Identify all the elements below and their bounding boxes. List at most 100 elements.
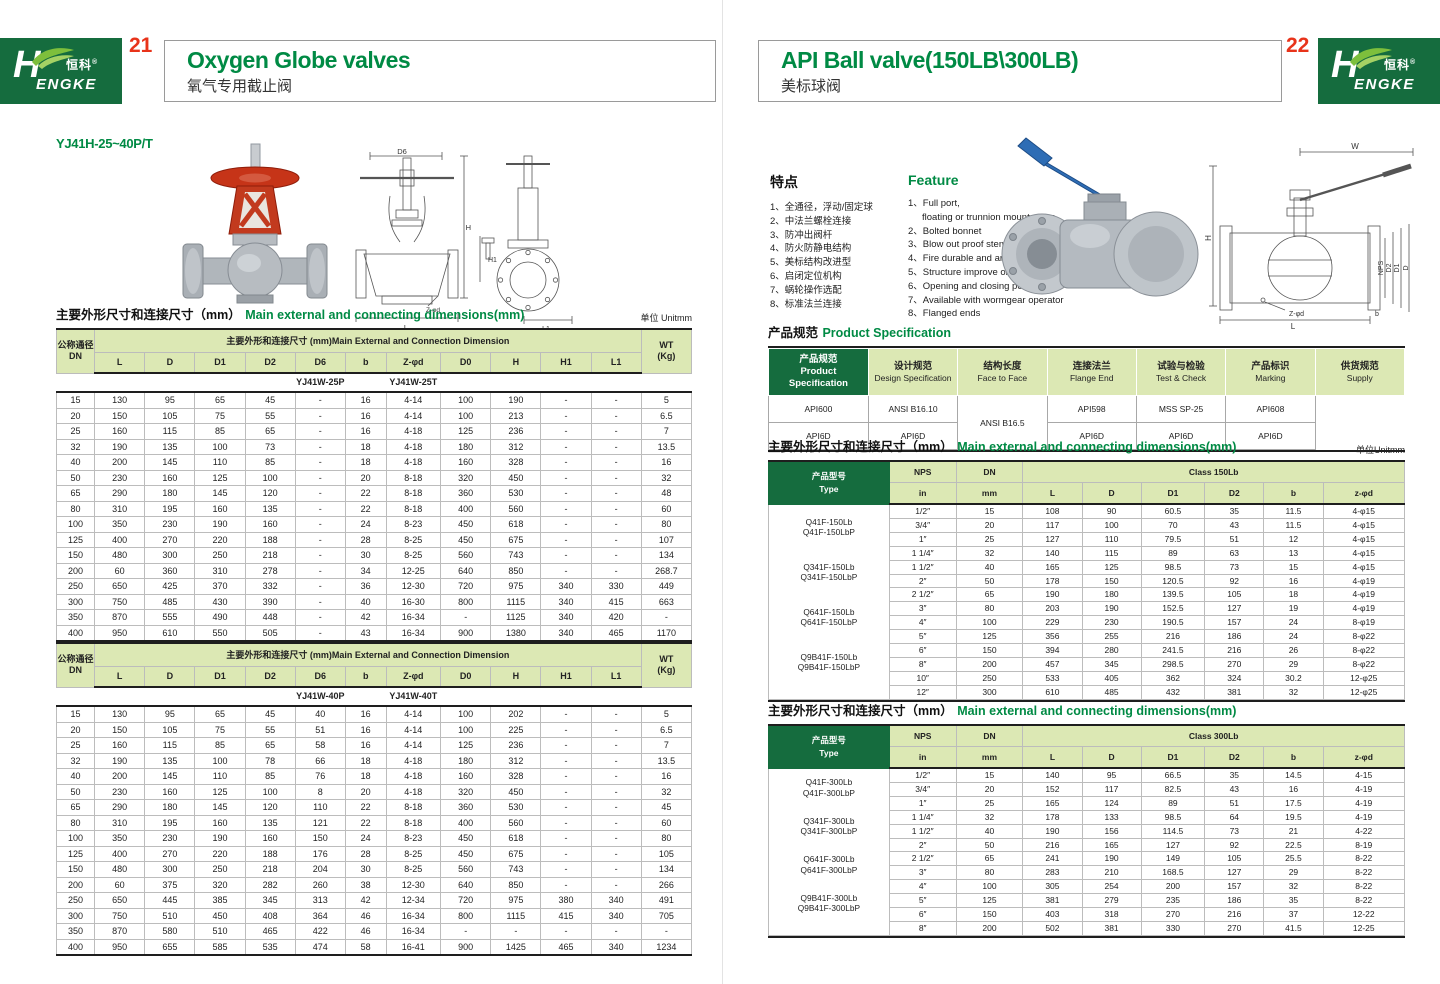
cell: 266 (640, 876, 693, 893)
cell: 70 (1140, 517, 1206, 533)
cell: 422 (294, 923, 346, 940)
table-row: 150 480 300 250 218-30 8-25 560 743- -134 (55, 547, 693, 564)
cell: 19.5 (1263, 809, 1324, 825)
cell: 100 (55, 516, 96, 533)
cell: 216 (1022, 837, 1083, 853)
spec-col-header: 产品标识 Marking (1225, 348, 1316, 396)
cell: 220 (194, 845, 246, 862)
cell: 5 (640, 391, 693, 409)
col-header-span: 主要外形和连接尺寸 (mm)Main External and Connecti… (94, 642, 642, 667)
cell: 150 (55, 547, 96, 564)
globe-valve-photo (182, 143, 328, 304)
table-row: 32 190 135 100 73-18 4-18 180 312- -13.5 (55, 438, 693, 455)
cell: 180 (1081, 587, 1142, 603)
cell: 13.5 (640, 752, 693, 769)
table-row: 32 190 135 100 78 66 18 4-18 180 312- -13.5 (55, 752, 693, 769)
cell: 270 (1204, 920, 1265, 936)
cell: 450 (440, 830, 492, 847)
cell: 530 (490, 485, 542, 502)
cell: 254 (1081, 879, 1142, 895)
cell: 28 (344, 845, 387, 862)
cell: 640 (440, 562, 492, 579)
cell: 270 (1140, 907, 1206, 922)
cell: 18 (344, 752, 387, 769)
cell: 127 (1204, 865, 1265, 881)
cell: 250 (955, 670, 1024, 686)
section-title: 主要外形尺寸和连接尺寸（mm） Main external and connec… (56, 308, 525, 322)
list-item: 8、Flanged ends (908, 308, 981, 320)
cell: - (294, 500, 346, 517)
col-header: DN (955, 460, 1024, 483)
cell: 4-14 (385, 721, 442, 738)
cell: - (294, 624, 346, 642)
cell: 8-φ22 (1322, 629, 1406, 645)
cell: 43 (1204, 781, 1265, 797)
list-item: 6、Opening and closing position (908, 280, 1045, 292)
logo-english: ENGKE (1354, 76, 1415, 93)
svg-text:W: W (1351, 142, 1359, 151)
cell: 145 (144, 454, 196, 471)
cell: 45 (640, 799, 693, 816)
cell: 16 (1263, 781, 1324, 797)
cell: 12-φ25 (1322, 670, 1406, 686)
cell: 168.5 (1140, 865, 1206, 881)
cell: 8″ (888, 920, 957, 936)
cell: 375 (144, 876, 196, 893)
cell: - (540, 562, 592, 579)
cell: 60.5 (1140, 503, 1206, 519)
col-header: H1 (540, 666, 592, 688)
cell: 300 (144, 547, 196, 564)
cell: API6D (1046, 422, 1137, 450)
col-header-class: Class 300Lb (1022, 724, 1405, 747)
cell: 220 (194, 531, 246, 548)
cell: 125 (1081, 559, 1142, 575)
cell: 85 (244, 454, 296, 471)
cell: 20 (344, 783, 387, 800)
cell: 80 (640, 830, 693, 847)
cell: 16-34 (385, 907, 442, 924)
cell: 218 (244, 547, 296, 564)
right-page-title: API Ball valve(150LB\300LB) (781, 47, 1079, 73)
cell: - (590, 423, 642, 440)
table-row: 20 150 105 75 55 51 16 4-14 100 225- -6.5 (55, 721, 693, 738)
cell: 4-19 (1322, 795, 1406, 811)
cell (56, 372, 95, 393)
cell: 362 (1140, 670, 1206, 686)
cell: 282 (244, 876, 296, 893)
cell: API6D (768, 422, 869, 450)
cell: 450 (440, 531, 492, 548)
cell: 117 (1022, 517, 1083, 533)
cell: API6D (1135, 422, 1227, 450)
list-item: 5、美标结构改进型 (770, 257, 852, 269)
dim300-section: 主要外形尺寸和连接尺寸（mm） Main external and connec… (768, 700, 1406, 938)
cell: 1 1/4″ (888, 545, 957, 561)
cell: 850 (490, 562, 542, 579)
svg-text:L: L (404, 323, 408, 332)
cell: 60 (94, 562, 146, 579)
cell: 165 (1081, 837, 1142, 853)
col-header: in (888, 482, 957, 505)
cell: ANSI B16.5 (957, 395, 1048, 450)
cell: - (590, 752, 642, 769)
cell: 160 (94, 423, 146, 440)
cell: 15 (55, 391, 96, 409)
cell (144, 686, 195, 707)
cell: 32 (955, 545, 1024, 561)
cell: 19 (1263, 601, 1324, 617)
cell: - (540, 547, 592, 564)
cell: 502 (1022, 920, 1083, 936)
col-header: D2 (244, 666, 296, 688)
cell: - (440, 609, 492, 626)
cell: - (590, 830, 642, 847)
cell: 310 (94, 500, 146, 517)
col-header: D1 (1140, 746, 1206, 769)
cell: 195 (144, 500, 196, 517)
cell: 92 (1204, 837, 1265, 853)
cell: 283 (1022, 865, 1083, 881)
cell: 250 (194, 861, 246, 878)
cell: 505 (244, 624, 296, 642)
list-item: 6、启闭定位机构 (770, 270, 842, 282)
cell: API598 (1046, 395, 1137, 423)
list-item: 1、全通径，浮动/固定球 (770, 202, 873, 213)
cell: 5 (640, 705, 693, 723)
